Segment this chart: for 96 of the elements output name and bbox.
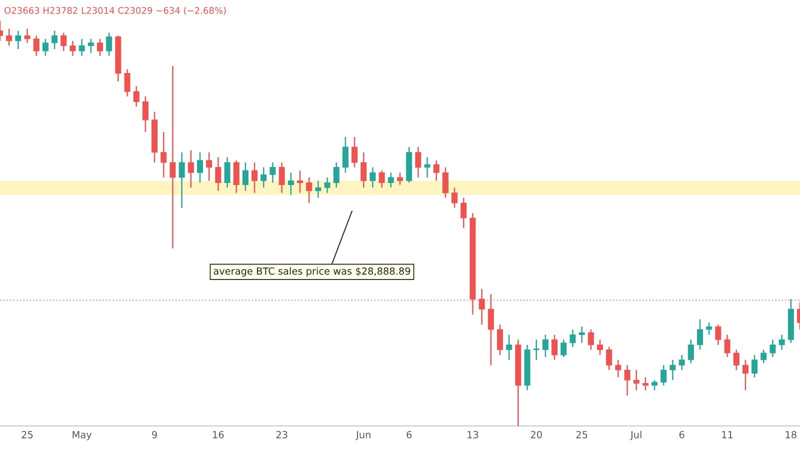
candlestick — [478, 288, 485, 326]
candlestick — [324, 176, 330, 194]
x-tick-label: 25 — [576, 430, 588, 438]
candlestick — [706, 322, 712, 336]
annotation: average BTC sales price was $28,888.89 — [214, 267, 410, 277]
candlestick — [88, 38, 94, 54]
candlestick — [15, 30, 22, 50]
candlestick — [652, 380, 658, 391]
candlestick — [542, 334, 548, 358]
candlestick — [160, 131, 167, 178]
candlestick — [578, 326, 585, 344]
candlestick — [678, 354, 685, 371]
candlestick — [33, 34, 40, 56]
candlestick — [124, 68, 130, 98]
candlestick — [178, 152, 185, 208]
candlestick — [260, 166, 267, 188]
candlestick — [396, 172, 404, 186]
candlestick — [96, 38, 104, 56]
candlestick — [570, 328, 576, 348]
candlestick — [6, 28, 12, 46]
x-tick-label: 20 — [530, 430, 542, 438]
candlestick — [342, 136, 348, 174]
candlestick — [206, 152, 212, 182]
candlestick — [533, 338, 540, 360]
candlestick — [624, 364, 630, 396]
candlestick — [752, 354, 758, 378]
candlestick — [78, 38, 85, 56]
candlestick — [606, 346, 612, 371]
candlestick — [442, 166, 448, 198]
x-tick-label: Jun — [356, 431, 370, 440]
candlestick — [488, 294, 494, 366]
candlestick — [288, 172, 294, 196]
candlestick — [60, 32, 67, 52]
candlestick — [460, 197, 467, 229]
candlestick — [170, 65, 176, 250]
candlestick — [724, 334, 730, 358]
candlestick — [778, 334, 785, 350]
candlestick — [760, 349, 767, 364]
candlestick — [215, 156, 222, 192]
x-tick-label: 18 — [786, 430, 796, 438]
candlestick — [588, 328, 594, 350]
x-tick-label: 9 — [152, 430, 157, 438]
candlestick — [106, 32, 112, 56]
candlestick — [424, 156, 430, 178]
x-tick-label: 6 — [679, 430, 684, 438]
candlestick — [615, 359, 622, 378]
candlestick — [278, 162, 285, 194]
candlestick — [660, 364, 667, 386]
candlestick — [415, 146, 422, 178]
candlestick — [388, 172, 394, 188]
candlestick — [24, 28, 30, 44]
candlestick — [224, 156, 230, 188]
candlestick — [142, 96, 148, 133]
candlestick — [433, 160, 440, 182]
candlestick — [360, 152, 367, 188]
x-tick-label: Jul — [630, 430, 642, 440]
candlestick — [52, 30, 58, 50]
candlestick — [552, 334, 558, 360]
x-tick-label: 6 — [406, 430, 412, 438]
candlestick — [252, 162, 258, 194]
candlestick — [315, 180, 322, 198]
candlestick — [378, 170, 385, 188]
candlestick — [633, 369, 640, 391]
candlestick — [188, 150, 194, 188]
candlestick — [596, 338, 604, 356]
candlestick — [233, 160, 240, 194]
x-tick-label: 13 — [468, 430, 478, 438]
candlestick — [506, 334, 512, 360]
text: O23663 H23782 L23014 C23029 −634 (−2.68%) — [4, 6, 226, 15]
candlestick — [242, 162, 248, 192]
candlestick — [333, 162, 340, 188]
x-tick-label: 11 — [722, 431, 733, 438]
candlestick — [196, 152, 204, 184]
candlestick — [42, 38, 48, 56]
candlestick — [496, 324, 504, 356]
candlestick — [370, 166, 376, 188]
candlestick — [306, 176, 312, 204]
candlestick — [352, 136, 358, 168]
x-tick-label: 23 — [276, 430, 288, 438]
candlestick — [715, 324, 722, 346]
candlestick — [133, 86, 140, 108]
candlestick — [642, 376, 648, 391]
x-tick-label: 25 — [22, 430, 33, 438]
x-tick-label: May — [72, 431, 92, 440]
candlestick — [696, 318, 704, 350]
candlestick — [670, 359, 676, 381]
candlestick — [270, 162, 276, 184]
candlestick — [688, 338, 694, 364]
candlestick — [560, 338, 567, 358]
x-tick-label: 16 — [213, 430, 224, 438]
candlestick — [770, 338, 776, 358]
candlestick — [733, 349, 740, 371]
candlestick — [742, 359, 748, 391]
candlestick — [452, 186, 458, 208]
candlestick — [296, 170, 304, 194]
candlestick — [70, 40, 76, 56]
